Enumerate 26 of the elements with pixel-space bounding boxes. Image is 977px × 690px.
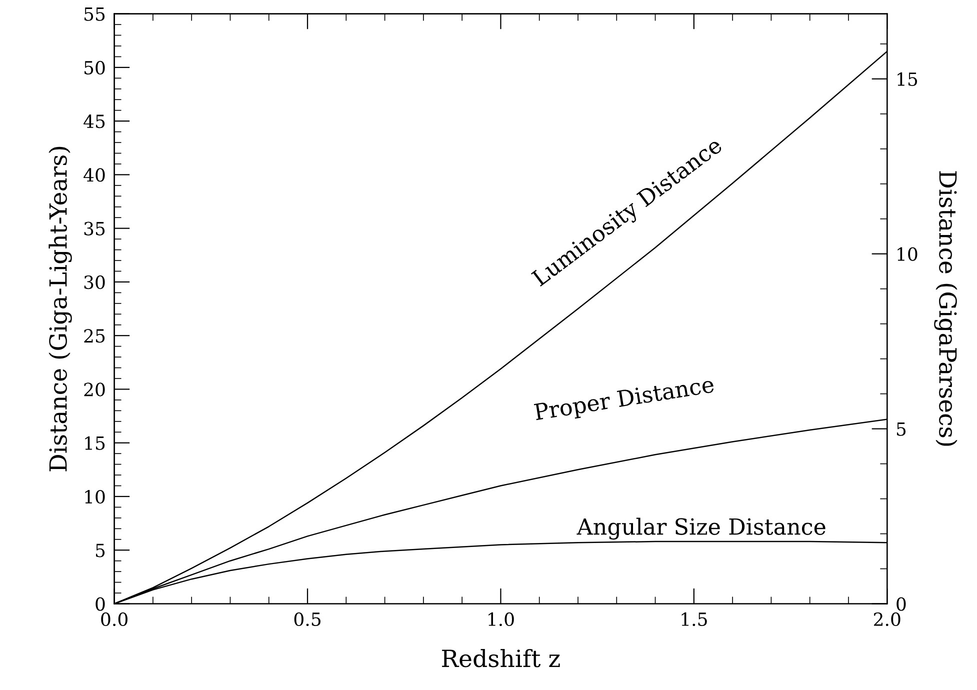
x-tick-label: 0.5: [294, 612, 320, 626]
y-tick-label: 15: [85, 436, 105, 450]
y-tick-label: 50: [84, 60, 105, 75]
y2-tick-label: 5: [896, 422, 906, 436]
y-tick-label: 5: [96, 544, 105, 558]
y-tick-label: 25: [84, 329, 105, 343]
y-tick-label: 20: [84, 382, 105, 396]
y2-axis-title: Distance (GigaParsecs): [934, 171, 958, 446]
y2-tick-label: 0: [896, 597, 906, 611]
y-tick-label: 10: [85, 490, 105, 504]
y-tick-label: 45: [84, 114, 105, 128]
text: Proper Distance: [534, 376, 716, 425]
y-tick-label: 30: [84, 275, 105, 290]
y-tick-label: 0: [96, 597, 105, 611]
y-axis-title: Distance (Giga-Light-Years): [48, 146, 72, 472]
y-tick-label: 55: [84, 7, 105, 21]
x-axis-title: Redshift z: [442, 649, 560, 668]
x-tick-label: 0.0: [101, 612, 128, 626]
y2-tick-label: 10: [898, 247, 918, 261]
x-tick-label: 1.5: [682, 612, 707, 626]
y-tick-label: 40: [84, 168, 105, 182]
x-tick-label: 1.0: [488, 612, 514, 626]
series-label: Angular Size Distance: [576, 518, 826, 540]
x-tick-label: 2.0: [874, 612, 900, 626]
y-tick-label: 35: [84, 222, 105, 236]
y2-tick-label: 15: [898, 72, 918, 86]
